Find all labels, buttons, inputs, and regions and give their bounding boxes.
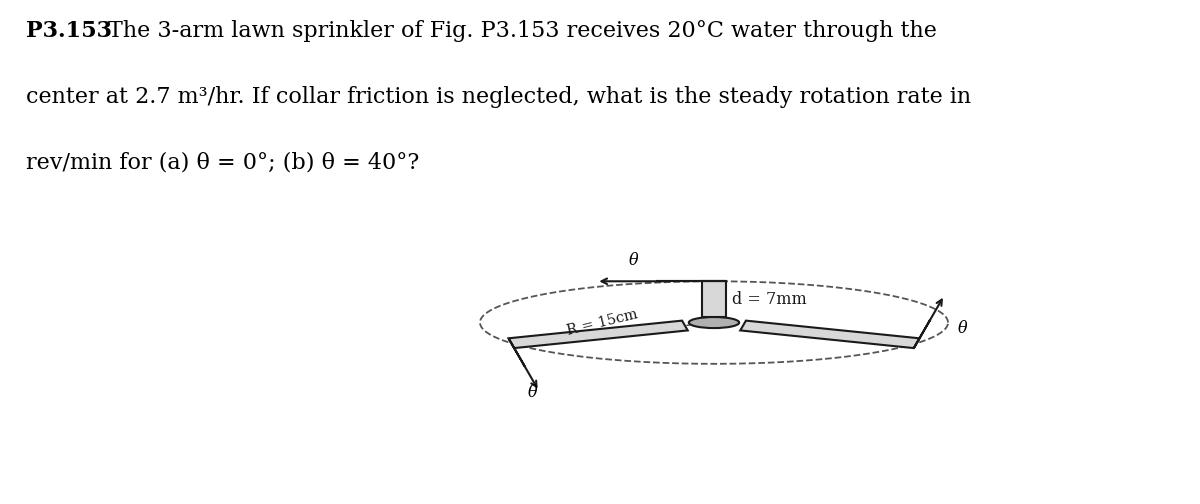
Polygon shape	[509, 321, 688, 348]
Polygon shape	[740, 321, 919, 348]
Text: θ: θ	[629, 251, 638, 269]
Text: center at 2.7 m³/hr. If collar friction is neglected, what is the steady rotatio: center at 2.7 m³/hr. If collar friction …	[26, 86, 972, 108]
Polygon shape	[914, 320, 930, 348]
Text: rev/min for (a) θ = 0°; (b) θ = 40°?: rev/min for (a) θ = 0°; (b) θ = 40°?	[26, 151, 420, 173]
Text: The 3-arm lawn sprinkler of Fig. P3.153 receives 20°C water through the: The 3-arm lawn sprinkler of Fig. P3.153 …	[108, 20, 937, 42]
Text: d = 7mm: d = 7mm	[732, 291, 806, 308]
Polygon shape	[509, 338, 524, 367]
Text: θ: θ	[958, 320, 967, 337]
Polygon shape	[702, 281, 726, 317]
Text: P3.153: P3.153	[26, 20, 113, 42]
Text: θ: θ	[528, 385, 538, 402]
Text: R = 15cm: R = 15cm	[565, 307, 640, 338]
Ellipse shape	[689, 317, 739, 328]
